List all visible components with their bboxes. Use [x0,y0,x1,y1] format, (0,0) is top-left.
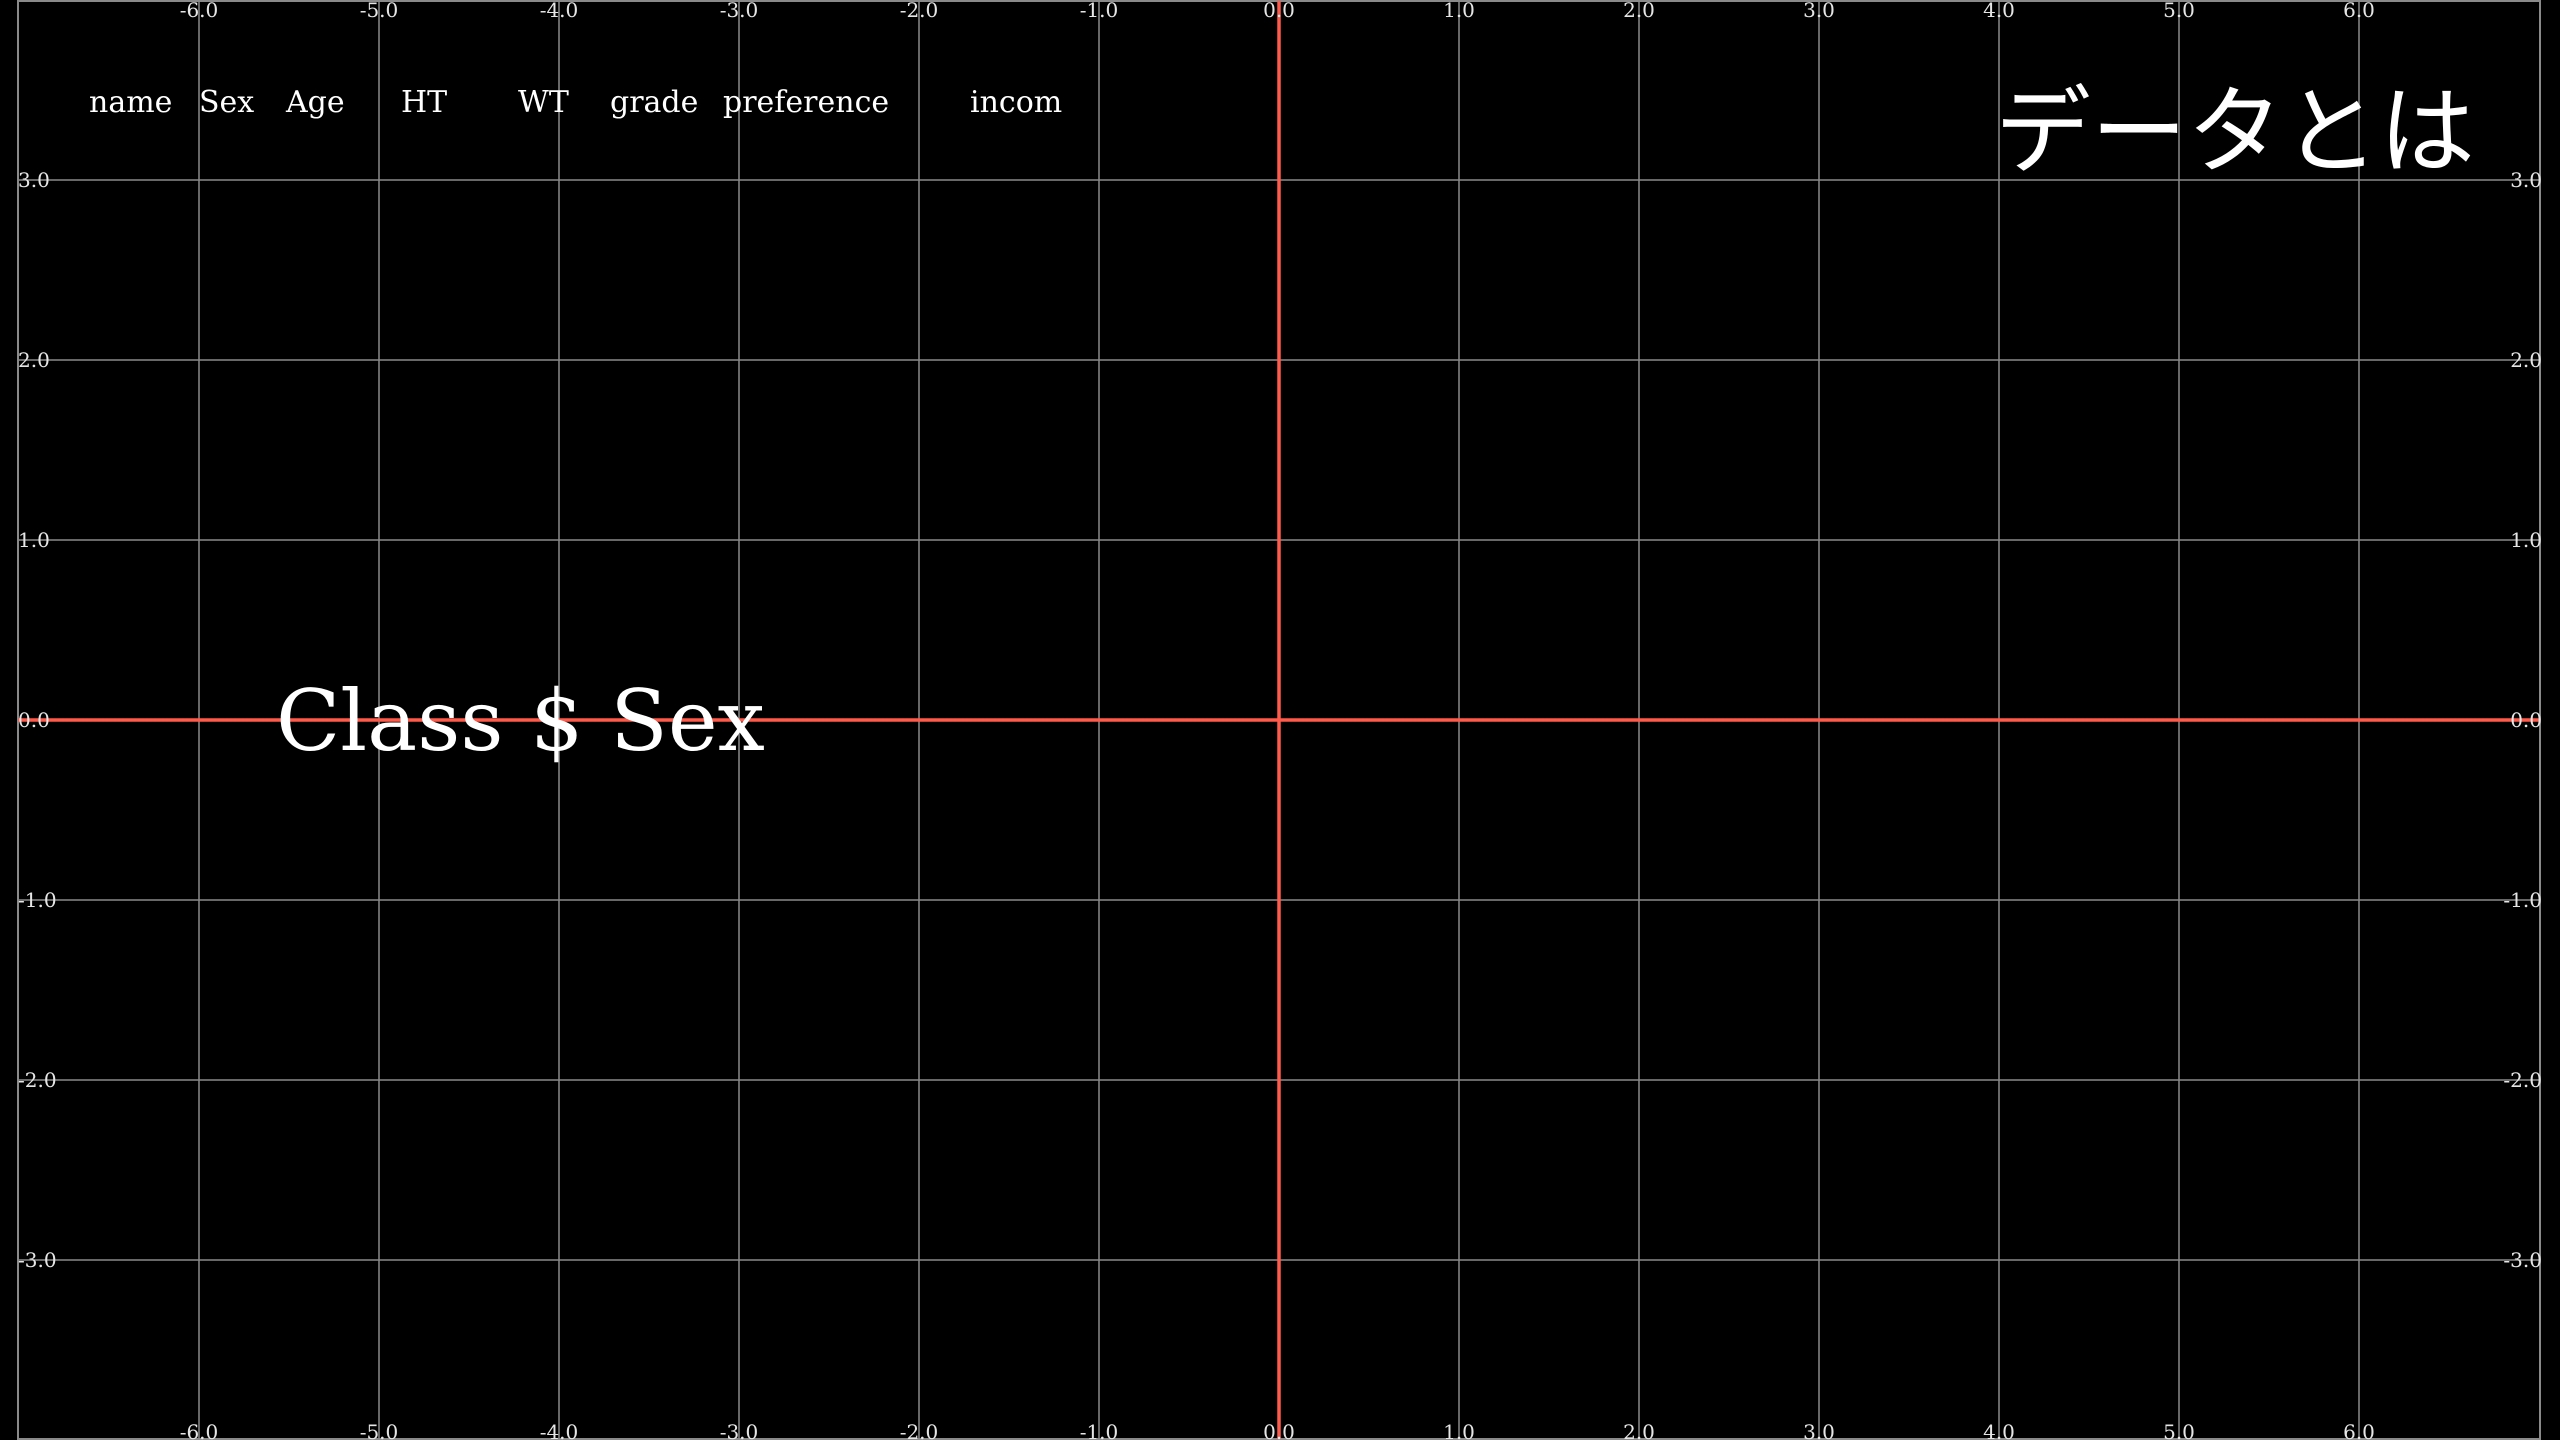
x-tick-label-top: 1.0 [1443,0,1475,22]
x-tick-label-bottom: -4.0 [540,1420,579,1440]
y-tick-label-right: -2.0 [2503,1068,2542,1092]
x-tick-label-top: 4.0 [1983,0,2015,22]
y-tick-label-left: 1.0 [18,528,50,552]
page-title: データとは [1995,76,2475,188]
x-tick-label-top: -6.0 [180,0,219,22]
header-label-age: Age [285,85,345,120]
y-tick-label-right: -3.0 [2503,1248,2542,1272]
header-label-incom: incom [970,85,1062,120]
x-tick-label-bottom: 0.0 [1263,1420,1295,1440]
y-tick-label-left: 3.0 [18,168,50,192]
x-tick-label-top: 2.0 [1623,0,1655,22]
header-label-name: name [89,85,172,120]
x-tick-label-bottom: 2.0 [1623,1420,1655,1440]
tick-labels: -6.0 -6.0 -5.0 -5.0 -4.0 -4.0 -3.0 -3.0 -2.0 -2.0… [18,0,2542,1440]
x-tick-label-bottom: -6.0 [180,1420,219,1440]
x-tick-label-bottom: -2.0 [900,1420,939,1440]
y-tick-label-left: 2.0 [18,348,50,372]
header-label-grade: grade [610,85,698,120]
x-tick-label-top: -3.0 [720,0,759,22]
x-tick-label-bottom: 3.0 [1803,1420,1835,1440]
x-tick-label-top: 0.0 [1263,0,1295,22]
x-tick-label-top: -5.0 [360,0,399,22]
x-tick-label-bottom: 5.0 [2163,1420,2195,1440]
y-tick-label-right: 3.0 [2510,168,2542,192]
x-tick-label-top: 6.0 [2343,0,2375,22]
x-tick-label-top: 5.0 [2163,0,2195,22]
data-column-header-row: name Sex Age HT WT grade preference inco… [89,85,1062,120]
y-tick-label-right: 1.0 [2510,528,2542,552]
x-tick-label-bottom: 4.0 [1983,1420,2015,1440]
x-tick-label-bottom: -3.0 [720,1420,759,1440]
axes [18,1,2540,1439]
y-tick-label-right: 0.0 [2510,708,2542,732]
y-tick-label-left: -1.0 [18,888,57,912]
x-tick-label-top: 3.0 [1803,0,1835,22]
x-tick-label-top: -1.0 [1080,0,1119,22]
header-label-ht: HT [401,85,447,120]
header-label-sex: Sex [199,85,254,120]
y-tick-label-right: -1.0 [2503,888,2542,912]
x-tick-label-bottom: -5.0 [360,1420,399,1440]
header-label-wt: WT [518,85,569,120]
x-tick-label-bottom: -1.0 [1080,1420,1119,1440]
y-tick-label-left: 0.0 [18,708,50,732]
x-tick-label-top: -4.0 [540,0,579,22]
header-label-preference: preference [723,85,889,120]
y-tick-label-left: -2.0 [18,1068,57,1092]
x-tick-label-bottom: 1.0 [1443,1420,1475,1440]
formula-class-sex: Class $ Sex [276,672,765,770]
x-tick-label-bottom: 6.0 [2343,1420,2375,1440]
y-tick-label-right: 2.0 [2510,348,2542,372]
x-tick-label-top: -2.0 [900,0,939,22]
y-tick-label-left: -3.0 [18,1248,57,1272]
